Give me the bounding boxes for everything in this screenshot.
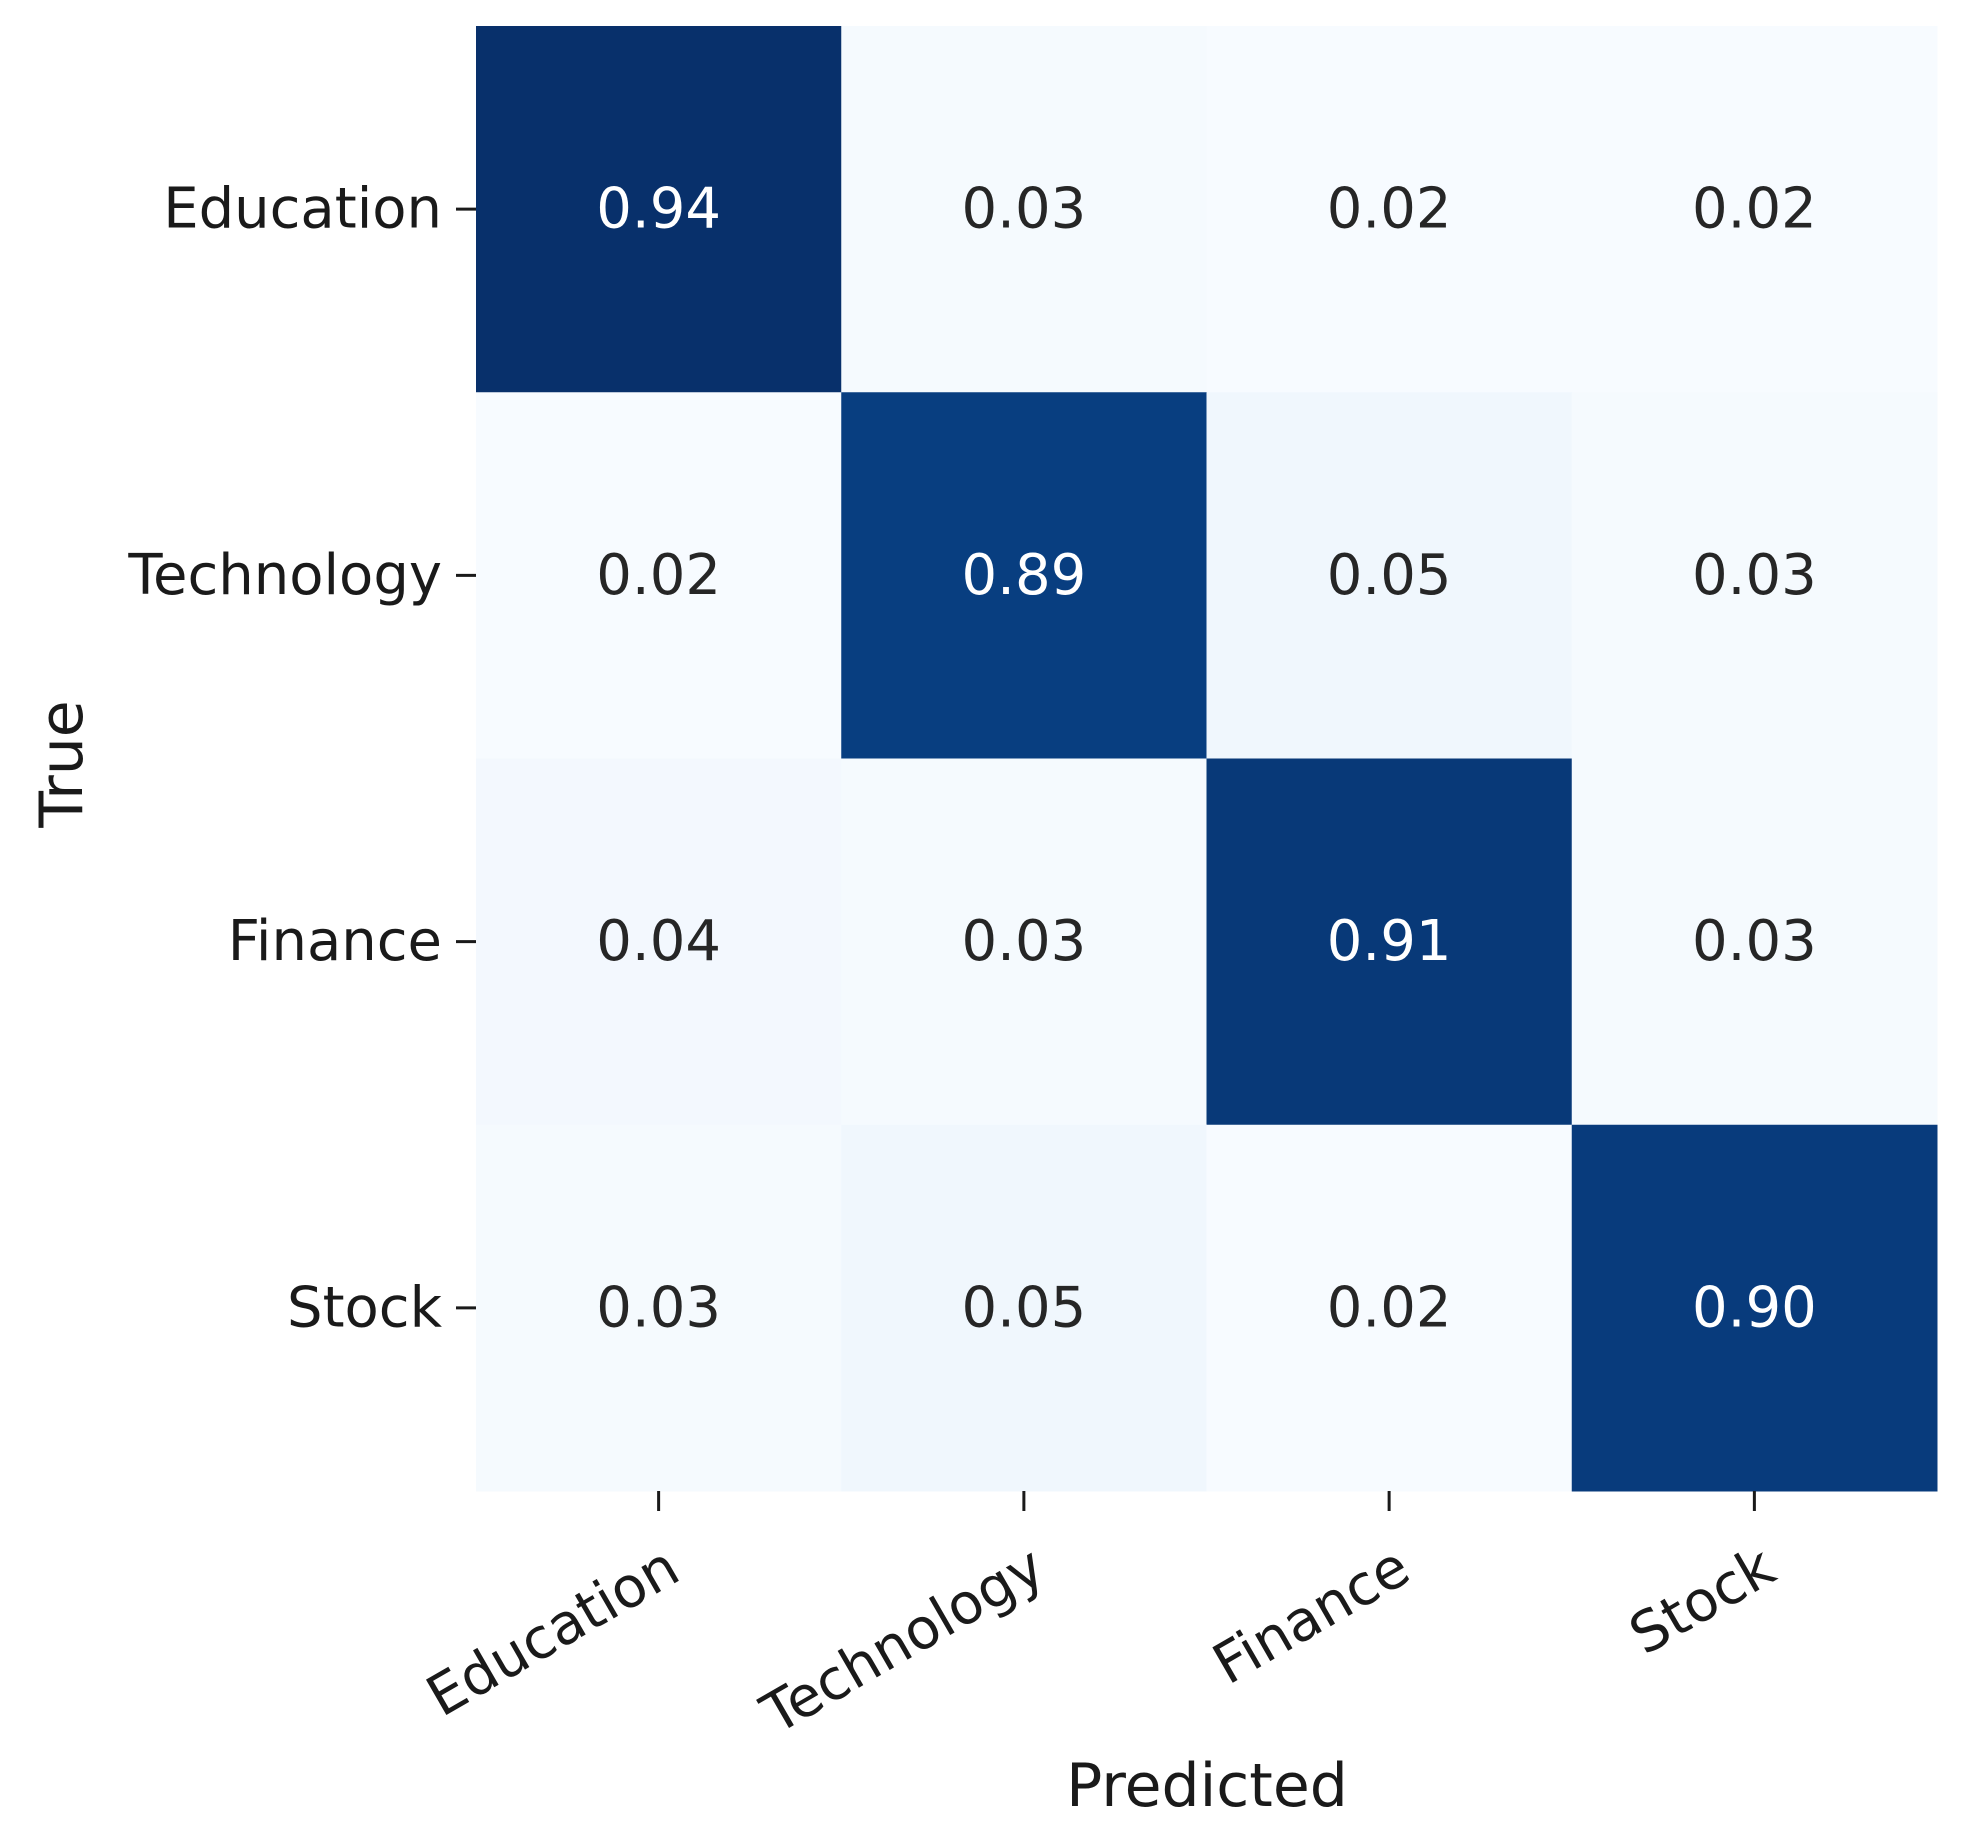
heatmap-cell [476, 1124, 842, 1492]
heatmap-cell [1571, 758, 1938, 1126]
heatmap-cells: 0.94 0.03 0.02 0.02 0.02 0.89 0.05 0.03 0.04 0.03… [476, 26, 1938, 1492]
x-tick-label: Education [416, 1534, 690, 1730]
cell-value-label: 0.03 [1692, 909, 1817, 974]
heatmap-cell [841, 26, 1207, 393]
cell-value-label: 0.05 [962, 1275, 1087, 1340]
y-tick-label: Education [163, 177, 442, 242]
cell-value-label: 0.03 [1692, 543, 1817, 608]
heatmap-cell [476, 392, 842, 759]
cell-value-label: 0.90 [1692, 1275, 1817, 1340]
heatmap-cell [841, 758, 1207, 1126]
cell-value-label: 0.02 [1327, 1275, 1452, 1340]
y-tick-label: Stock [287, 1275, 443, 1340]
heatmap-cell [841, 1124, 1207, 1492]
y-tick-label: Finance [228, 909, 442, 974]
cell-value-label: 0.02 [596, 543, 721, 608]
y-axis-title: True [27, 700, 97, 828]
heatmap-cell [1206, 758, 1573, 1126]
heatmap-cell [841, 392, 1207, 759]
cell-value-label: 0.91 [1327, 909, 1452, 974]
heatmap-cell [1206, 1124, 1573, 1492]
heatmap-cell [1571, 26, 1938, 393]
cell-value-label: 0.02 [1327, 177, 1452, 242]
x-tick-label: Stock [1619, 1534, 1786, 1668]
cell-value-label: 0.05 [1327, 543, 1452, 608]
cell-value-label: 0.03 [962, 909, 1087, 974]
x-tick-label: Finance [1202, 1534, 1420, 1697]
cell-value-label: 0.03 [596, 1275, 721, 1340]
x-axis-title: Predicted [1066, 1751, 1348, 1821]
heatmap-cell [1206, 392, 1573, 759]
cell-value-label: 0.04 [596, 909, 721, 974]
heatmap-cell [1206, 26, 1573, 393]
heatmap-cell [1571, 392, 1938, 759]
cell-value-label: 0.03 [962, 177, 1087, 242]
heatmap-cell [476, 758, 842, 1126]
cell-value-label: 0.89 [962, 543, 1087, 608]
y-tick-label: Technology [127, 543, 442, 608]
cell-value-label: 0.02 [1692, 177, 1817, 242]
x-tick-label: Technology [750, 1534, 1055, 1748]
cell-value-label: 0.94 [596, 177, 721, 242]
heatmap-cell [476, 26, 842, 393]
heatmap-cell [1571, 1124, 1938, 1492]
